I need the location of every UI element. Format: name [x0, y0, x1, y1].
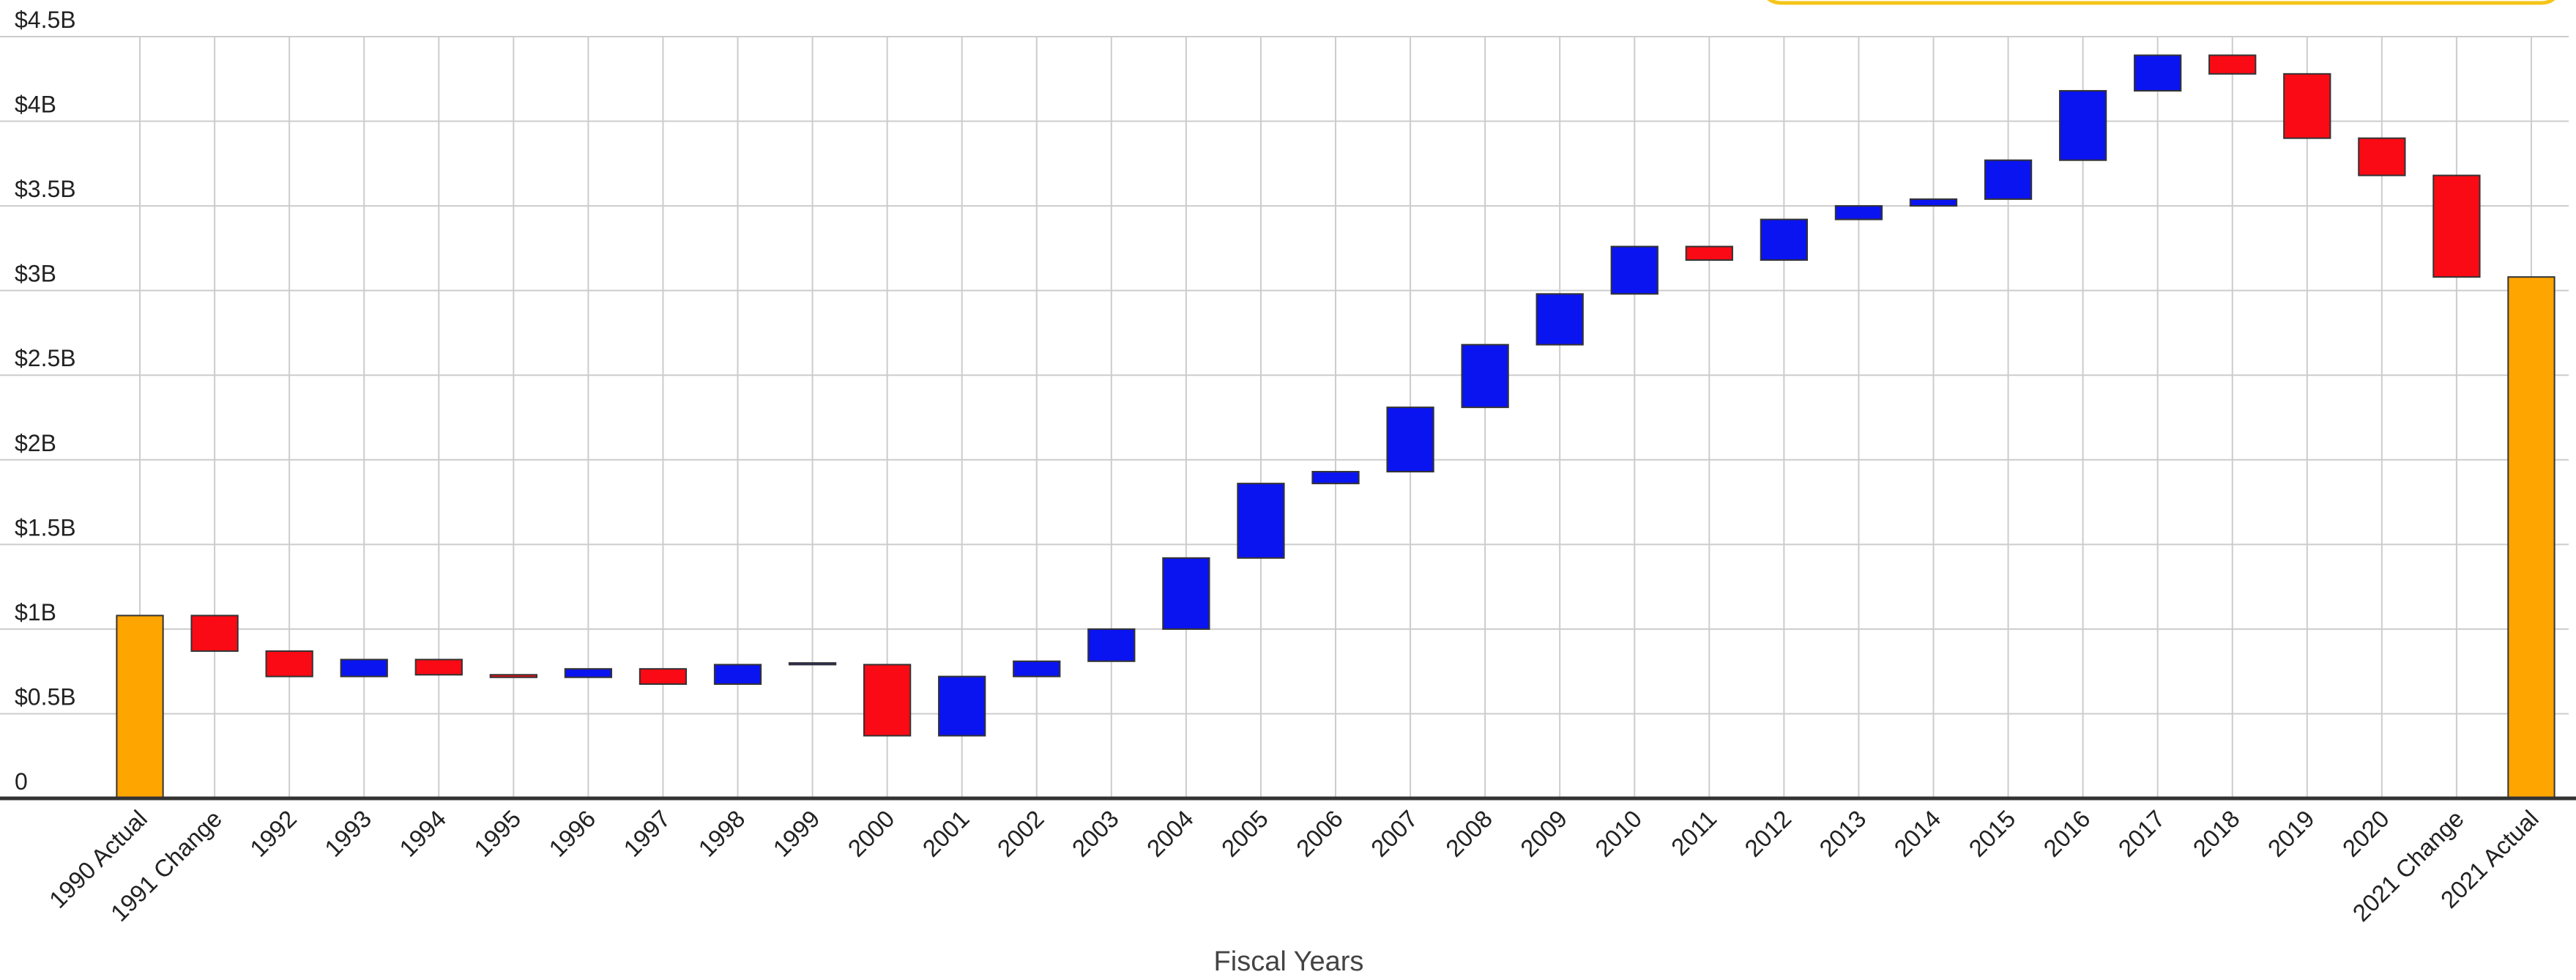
bar-2021-actual[interactable]	[2507, 276, 2555, 799]
x-tick-label: 1995	[469, 805, 526, 862]
x-tick-label: 2004	[1142, 805, 1199, 862]
y-tick-label: $4B	[15, 92, 56, 118]
bars	[116, 54, 2555, 800]
y-tick-label: $4.5B	[15, 7, 76, 33]
bar-1997[interactable]	[639, 668, 688, 686]
bar-2000[interactable]	[863, 664, 912, 737]
bar-2004[interactable]	[1162, 557, 1210, 630]
bar-2018[interactable]	[2208, 54, 2257, 75]
bar-1996[interactable]	[564, 668, 613, 678]
y-axis-tick-labels: 0 $0.5B $1B $1.5B $2B $2.5B $3B $3.5B $4B $4.5B	[15, 7, 76, 795]
bar-2013[interactable]	[1834, 205, 1883, 220]
y-tick-label: $0.5B	[15, 683, 76, 710]
x-tick-label: 2010	[1590, 805, 1647, 862]
y-tick-label: $1B	[15, 599, 56, 626]
bar-1993[interactable]	[340, 658, 388, 678]
bar-2009[interactable]	[1535, 293, 1584, 346]
bar-1998[interactable]	[713, 664, 762, 686]
y-tick-label: $2.5B	[15, 345, 76, 371]
bar-2007[interactable]	[1386, 407, 1434, 472]
bar-2012[interactable]	[1760, 218, 1809, 261]
bar-2010[interactable]	[1610, 245, 1659, 295]
x-tick-label: 2001	[917, 805, 975, 862]
x-tick-label: 2007	[1366, 805, 1423, 862]
y-tick-label: $3.5B	[15, 176, 76, 202]
x-tick-label: 1997	[618, 805, 675, 862]
gridlines	[0, 36, 2569, 798]
x-tick-label: 2011	[1666, 805, 1721, 861]
bar-1990-actual[interactable]	[116, 615, 164, 800]
x-tick-label: 2013	[1814, 805, 1871, 862]
x-tick-label: 2014	[1888, 805, 1946, 862]
x-tick-label: 2006	[1291, 805, 1348, 862]
bar-2015[interactable]	[1984, 159, 2033, 200]
x-tick-label: 2016	[2038, 805, 2095, 862]
x-tick-label: 2003	[1067, 805, 1124, 862]
bar-2003[interactable]	[1087, 628, 1136, 662]
x-tick-label: 2020	[2337, 805, 2394, 862]
bar-2019[interactable]	[2283, 73, 2331, 139]
bar-2021-change[interactable]	[2432, 174, 2481, 278]
bar-1994[interactable]	[414, 658, 463, 676]
x-tick-label: 2005	[1216, 805, 1273, 862]
bar-2011[interactable]	[1685, 245, 1733, 261]
bar-2017[interactable]	[2134, 54, 2182, 92]
x-tick-label: 1996	[543, 805, 600, 862]
x-tick-label: 2018	[2188, 805, 2245, 862]
x-tick-label: 2009	[1515, 805, 1572, 862]
bar-2002[interactable]	[1013, 660, 1061, 678]
x-tick-label: 1999	[767, 805, 824, 862]
x-tick-label: 2012	[1739, 805, 1796, 862]
x-tick-label: 2002	[992, 805, 1049, 862]
bar-1992[interactable]	[265, 650, 313, 678]
legend-box	[1767, 0, 2555, 5]
x-tick-label: 1998	[693, 805, 750, 862]
x-axis-title: Fiscal Years	[1214, 946, 1364, 976]
bar-1999[interactable]	[788, 662, 837, 666]
bar-2014[interactable]	[1909, 198, 1958, 207]
x-tick-label: 2015	[1963, 805, 2020, 862]
bar-2016[interactable]	[2058, 89, 2107, 161]
y-tick-label: 0	[15, 768, 28, 795]
bar-2001[interactable]	[938, 675, 986, 737]
x-tick-label: 1993	[319, 805, 376, 862]
x-tick-label: 1994	[394, 805, 451, 862]
bar-2006[interactable]	[1311, 470, 1360, 485]
x-tick-label: 2000	[843, 805, 900, 862]
bar-2005[interactable]	[1237, 483, 1285, 559]
y-tick-label: $1.5B	[15, 514, 76, 541]
bar-2020[interactable]	[2358, 137, 2406, 177]
y-tick-label: $3B	[15, 261, 56, 287]
bar-1995[interactable]	[489, 674, 537, 678]
x-tick-label: 2017	[2113, 805, 2170, 862]
x-tick-label: 2008	[1440, 805, 1497, 862]
y-tick-label: $2B	[15, 430, 56, 456]
x-tick-label: 2019	[2263, 805, 2320, 862]
x-tick-label: 1992	[245, 805, 302, 862]
bar-2008[interactable]	[1461, 344, 1509, 409]
bar-1991-change[interactable]	[190, 615, 239, 652]
